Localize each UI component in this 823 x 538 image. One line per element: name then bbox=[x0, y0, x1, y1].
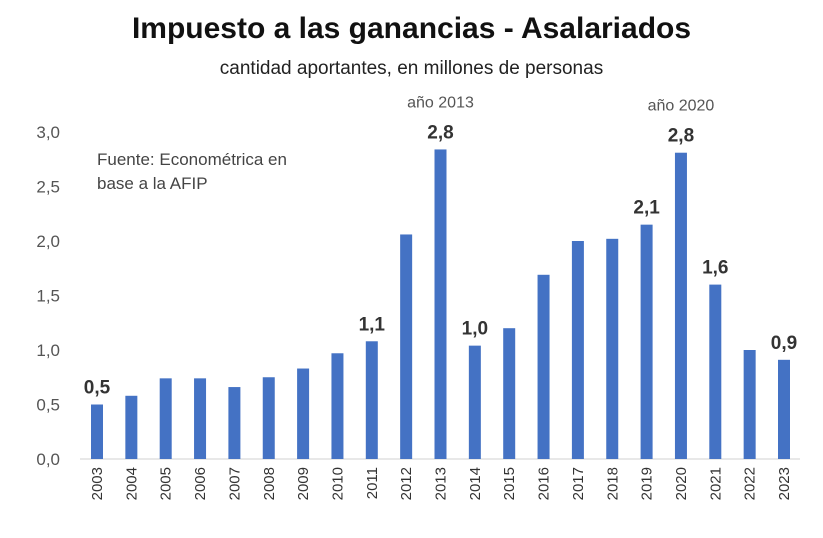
x-tick-label: 2016 bbox=[536, 467, 553, 500]
x-tick-label: 2004 bbox=[123, 467, 140, 500]
annotations: año 2013 año 2020 bbox=[407, 94, 714, 114]
x-tick-label: 2022 bbox=[742, 467, 759, 500]
annotation-label: año 2020 bbox=[648, 98, 715, 115]
x-tick-label: 2007 bbox=[226, 467, 243, 500]
bar-2018 bbox=[606, 238, 619, 459]
y-tick-label: 1,5 bbox=[36, 287, 60, 306]
y-tick-label: 1,0 bbox=[36, 341, 60, 360]
x-tick-label: 2012 bbox=[398, 467, 415, 500]
data-label: 1,0 bbox=[462, 319, 488, 340]
y-tick-label: 2,0 bbox=[36, 232, 60, 251]
source-line-1: Fuente: Econométrica en bbox=[97, 150, 287, 169]
bar-2013 bbox=[434, 149, 447, 459]
bar-2015 bbox=[503, 328, 516, 459]
chart-title: Impuesto a las ganancias - Asalariados bbox=[131, 12, 692, 45]
bar-2003 bbox=[91, 404, 103, 459]
y-tick-label: 0,0 bbox=[36, 450, 60, 469]
data-label: 0,5 bbox=[84, 378, 111, 399]
bar-2007 bbox=[228, 387, 241, 459]
bar-2012 bbox=[400, 234, 413, 459]
y-tick-label: 0,5 bbox=[36, 396, 60, 415]
x-tick-label: 2008 bbox=[261, 467, 278, 500]
bar-2009 bbox=[297, 368, 310, 459]
y-tick-label: 2,5 bbox=[36, 178, 60, 197]
data-label: 2,8 bbox=[668, 126, 694, 147]
bar-2008 bbox=[262, 377, 275, 459]
x-tick-label: 2023 bbox=[776, 467, 793, 500]
bar-2005 bbox=[159, 378, 172, 459]
bar-2017 bbox=[571, 241, 584, 459]
x-axis: 2003 2004 2005 2006 2007 2008 2009 2010 2011 2012… bbox=[89, 467, 793, 500]
bar-2016 bbox=[537, 274, 550, 459]
x-tick-label: 2021 bbox=[707, 467, 724, 500]
chart-subtitle: cantidad aportantes, en millones de pers… bbox=[219, 58, 604, 79]
data-label: 2,8 bbox=[427, 122, 453, 143]
x-tick-label: 2010 bbox=[329, 467, 346, 500]
x-tick-label: 2017 bbox=[570, 467, 587, 500]
x-tick-label: 2005 bbox=[158, 467, 175, 500]
x-tick-label: 2015 bbox=[501, 467, 518, 500]
source-note: Fuente: Econométrica en base a la AFIP bbox=[97, 148, 287, 196]
x-tick-label: 2014 bbox=[467, 467, 484, 500]
x-tick-label: 2006 bbox=[192, 467, 209, 500]
bar-2022 bbox=[743, 350, 756, 459]
bar-2006 bbox=[194, 378, 207, 459]
data-label: 2,1 bbox=[633, 198, 660, 219]
bar-2010 bbox=[331, 353, 344, 459]
data-label: 1,1 bbox=[359, 314, 386, 335]
x-tick-label: 2009 bbox=[295, 467, 312, 500]
x-tick-label: 2018 bbox=[604, 467, 621, 500]
bar-2004 bbox=[125, 395, 138, 459]
annotation-label: año 2013 bbox=[407, 94, 474, 111]
bar-2021 bbox=[709, 284, 722, 459]
x-tick-label: 2019 bbox=[639, 467, 656, 500]
bar-2019 bbox=[640, 224, 653, 459]
y-axis: 0,0 0,5 1,0 1,5 2,0 2,5 3,0 bbox=[36, 123, 60, 469]
x-tick-label: 2013 bbox=[433, 467, 450, 500]
data-label: 0,9 bbox=[771, 333, 797, 354]
bars bbox=[91, 149, 790, 459]
bar-2020 bbox=[674, 152, 687, 459]
data-label: 1,6 bbox=[702, 258, 728, 279]
x-tick-label: 2020 bbox=[673, 467, 690, 500]
source-line-2: base a la AFIP bbox=[97, 174, 208, 193]
bar-2014 bbox=[468, 345, 481, 459]
bar-2023 bbox=[778, 359, 790, 459]
bar-2011 bbox=[365, 341, 378, 459]
data-labels: 0,5 1,1 2,8 1,0 2,1 2,8 1,6 0,9 bbox=[84, 122, 797, 398]
x-tick-label: 2011 bbox=[364, 467, 381, 499]
x-tick-label: 2003 bbox=[89, 467, 106, 500]
y-tick-label: 3,0 bbox=[36, 123, 60, 142]
